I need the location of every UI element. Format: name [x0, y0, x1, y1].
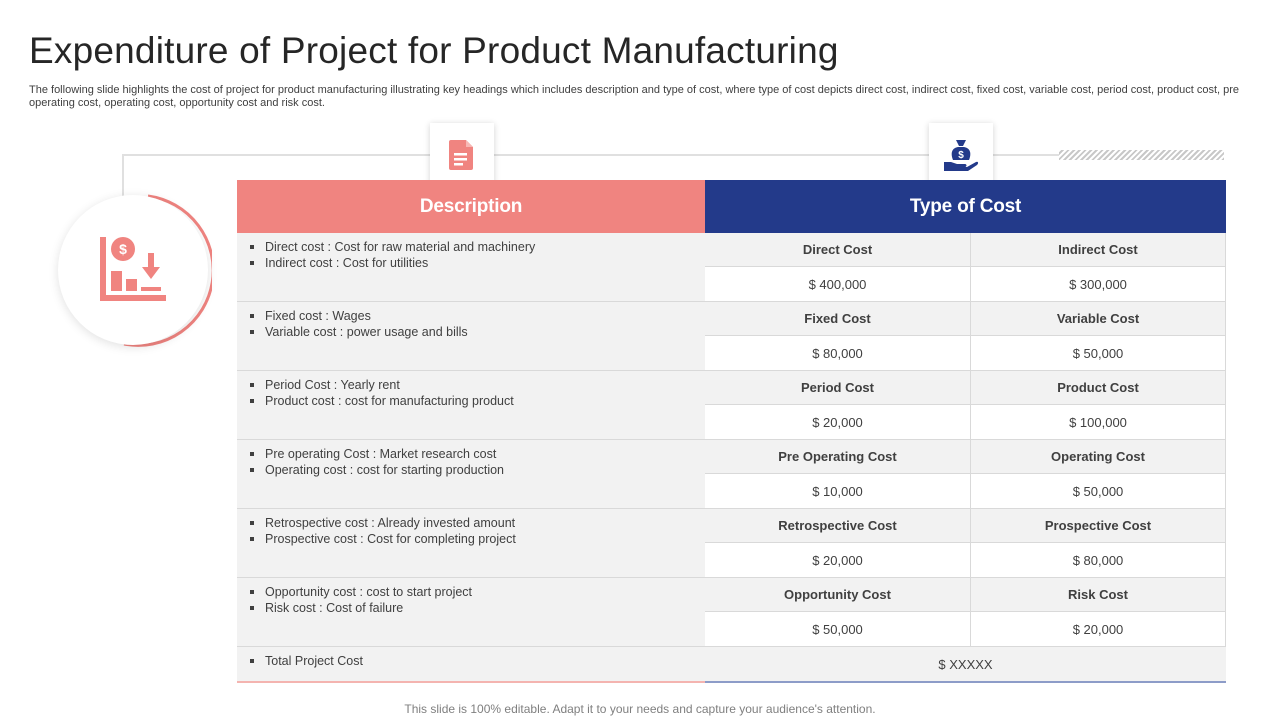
table-row: Retrospective cost : Already invested am…: [237, 509, 1226, 578]
table-row: Pre operating Cost : Market research cos…: [237, 440, 1226, 509]
cost-name-cell: Direct Cost: [705, 233, 971, 267]
document-icon: [449, 140, 473, 170]
cost-name-cell: Product Cost: [971, 371, 1226, 405]
cost-value-cell: $ 80,000: [971, 543, 1226, 578]
cost-value-cell: $ 100,000: [971, 405, 1226, 440]
description-item: Direct cost : Cost for raw material and …: [247, 239, 705, 255]
cost-name-cell: Operating Cost: [971, 440, 1226, 474]
description-item: Period Cost : Yearly rent: [247, 377, 705, 393]
cost-value-cell: $ 80,000: [705, 336, 971, 371]
row-description: Opportunity cost : cost to start project…: [237, 578, 705, 647]
cost-name-cell: Period Cost: [705, 371, 971, 405]
row-description: Fixed cost : Wages Variable cost : power…: [237, 302, 705, 371]
row-description: Pre operating Cost : Market research cos…: [237, 440, 705, 509]
footer-note: This slide is 100% editable. Adapt it to…: [404, 702, 876, 716]
connector-line: [493, 154, 929, 156]
connector-line: [122, 154, 124, 198]
hatch-decoration: [1059, 150, 1224, 160]
total-value: $ XXXXX: [705, 647, 1226, 683]
row-description: Direct cost : Cost for raw material and …: [237, 233, 705, 302]
row-description: Period Cost : Yearly rent Product cost :…: [237, 371, 705, 440]
connector-line: [992, 154, 1060, 156]
connector-line: [122, 154, 430, 156]
description-item: Product cost : cost for manufacturing pr…: [247, 393, 705, 409]
cost-chart-badge: $: [58, 195, 208, 345]
cost-value-cell: $ 50,000: [971, 474, 1226, 509]
cost-name-cell: Retrospective Cost: [705, 509, 971, 543]
money-bag-icon-box: $: [929, 123, 993, 187]
money-bag-hand-icon: $: [944, 140, 979, 171]
cost-name-cell: Pre Operating Cost: [705, 440, 971, 474]
cost-name-cell: Prospective Cost: [971, 509, 1226, 543]
cost-value-cell: $ 300,000: [971, 267, 1226, 302]
description-item: Opportunity cost : cost to start project: [247, 584, 705, 600]
cost-value-cell: $ 400,000: [705, 267, 971, 302]
total-label: Total Project Cost: [247, 653, 705, 669]
table-row: Direct cost : Cost for raw material and …: [237, 233, 1226, 302]
page-subtitle: The following slide highlights the cost …: [29, 84, 1240, 109]
row-description: Retrospective cost : Already invested am…: [237, 509, 705, 578]
document-icon-box: [430, 123, 494, 187]
cost-name-cell: Risk Cost: [971, 578, 1226, 612]
cost-name-cell: Opportunity Cost: [705, 578, 971, 612]
page-title: Expenditure of Project for Product Manuf…: [29, 30, 839, 71]
description-item: Operating cost : cost for starting produ…: [247, 462, 705, 478]
description-item: Risk cost : Cost of failure: [247, 600, 705, 616]
description-item: Prospective cost : Cost for completing p…: [247, 531, 705, 547]
type-of-cost-header: Type of Cost: [705, 180, 1226, 233]
total-description: Total Project Cost: [237, 647, 705, 683]
cost-name-cell: Indirect Cost: [971, 233, 1226, 267]
description-item: Fixed cost : Wages: [247, 308, 705, 324]
decorative-arc: [123, 194, 212, 347]
description-item: Variable cost : power usage and bills: [247, 324, 705, 340]
cost-value-cell: $ 20,000: [705, 543, 971, 578]
table-row: Period Cost : Yearly rent Product cost :…: [237, 371, 1226, 440]
total-row: Total Project Cost $ XXXXX: [237, 647, 1226, 683]
cost-name-cell: Variable Cost: [971, 302, 1226, 336]
cost-chart-icon: $: [100, 237, 166, 301]
description-item: Indirect cost : Cost for utilities: [247, 255, 705, 271]
cost-value-cell: $ 10,000: [705, 474, 971, 509]
description-item: Pre operating Cost : Market research cos…: [247, 446, 705, 462]
svg-text:$: $: [958, 150, 964, 161]
description-item: Retrospective cost : Already invested am…: [247, 515, 705, 531]
cost-value-cell: $ 50,000: [705, 612, 971, 647]
table-row: Opportunity cost : cost to start project…: [237, 578, 1226, 647]
table-row: Fixed cost : Wages Variable cost : power…: [237, 302, 1226, 371]
cost-value-cell: $ 20,000: [705, 405, 971, 440]
cost-value-cell: $ 20,000: [971, 612, 1226, 647]
cost-name-cell: Fixed Cost: [705, 302, 971, 336]
description-header: Description: [237, 180, 705, 233]
cost-value-cell: $ 50,000: [971, 336, 1226, 371]
svg-text:$: $: [119, 241, 127, 257]
